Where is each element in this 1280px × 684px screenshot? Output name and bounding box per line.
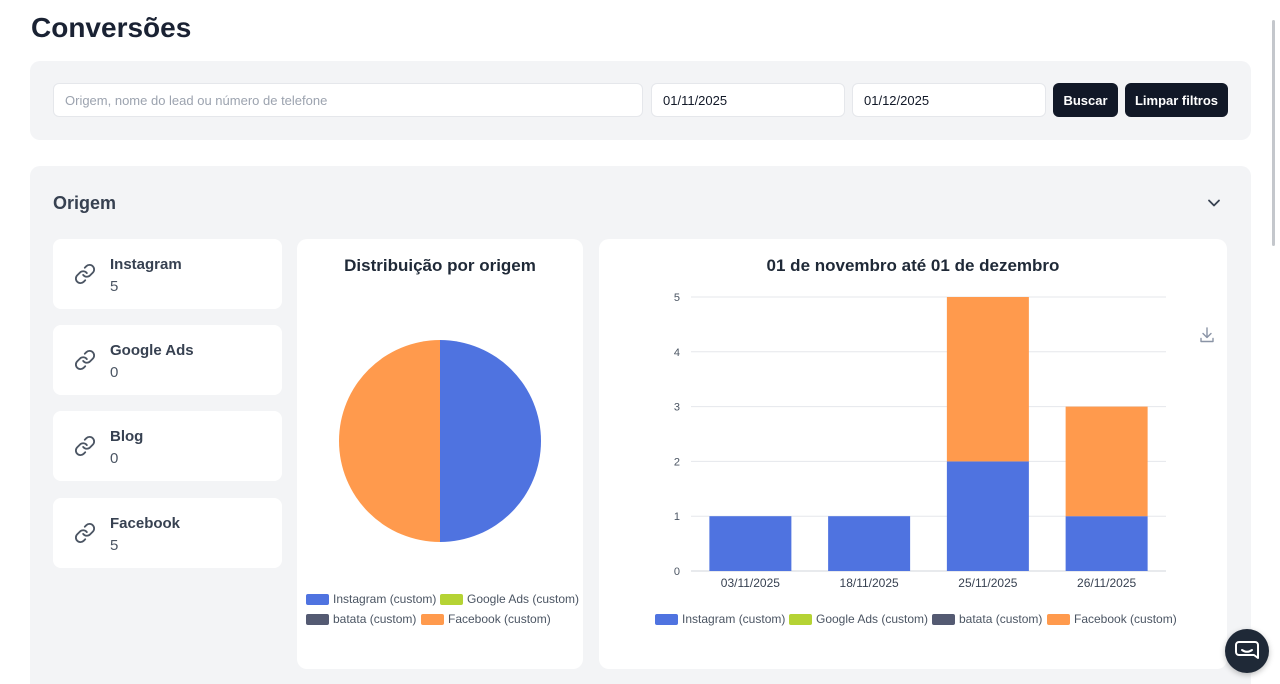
- origin-section: Origem Instagram 5 Google Ads 0 Blog 0 Faceboo…: [30, 166, 1251, 684]
- source-card-instagram[interactable]: Instagram 5: [53, 239, 282, 309]
- link-icon: [74, 263, 96, 285]
- legend-label: batata (custom): [959, 612, 1043, 626]
- bar-facebook-custom-26-11-2025[interactable]: [1065, 406, 1148, 517]
- bar-facebook-custom-25-11-2025[interactable]: [946, 297, 1029, 462]
- legend-swatch: [655, 614, 678, 625]
- y-tick-label: 0: [674, 566, 680, 578]
- source-name: Google Ads: [110, 342, 194, 359]
- y-tick-label: 2: [674, 456, 680, 468]
- bar-instagram-custom-03-11-2025[interactable]: [709, 516, 792, 571]
- source-name: Facebook: [110, 515, 181, 532]
- link-icon: [74, 349, 96, 371]
- chat-bubble-icon: [1235, 641, 1259, 659]
- source-count: 5: [110, 537, 119, 554]
- bar-instagram-custom-26-11-2025[interactable]: [1065, 516, 1148, 571]
- bar-instagram-custom-18-11-2025[interactable]: [828, 516, 911, 571]
- source-count: 0: [110, 450, 119, 467]
- legend-label: Instagram (custom): [682, 612, 786, 626]
- link-icon: [74, 522, 96, 544]
- page-scrollbar[interactable]: [1272, 20, 1275, 246]
- source-count: 5: [110, 278, 119, 295]
- section-title: Origem: [53, 193, 117, 213]
- y-tick-label: 5: [674, 292, 680, 304]
- x-tick-label: 26/11/2025: [1077, 576, 1136, 590]
- pie-chart-title: Distribuição por origem: [344, 256, 536, 275]
- y-tick-label: 4: [674, 347, 680, 359]
- x-tick-label: 18/11/2025: [840, 576, 899, 590]
- pie-slice-instagram-custom[interactable]: [440, 340, 541, 542]
- legend-label: Google Ads (custom): [467, 592, 580, 606]
- legend-swatch: [421, 614, 444, 625]
- pie-chart-panel: Distribuição por origem Instagram (custo…: [297, 239, 583, 669]
- legend-swatch: [1047, 614, 1070, 625]
- source-card-blog[interactable]: Blog 0: [53, 411, 282, 481]
- search-input[interactable]: [53, 83, 643, 117]
- chevron-down-icon[interactable]: [1204, 193, 1224, 213]
- source-name: Blog: [110, 428, 144, 445]
- bar-instagram-custom-25-11-2025[interactable]: [946, 461, 1029, 571]
- legend-swatch: [306, 614, 329, 625]
- page-title: Conversões: [31, 12, 192, 43]
- bar-chart-panel: 01 de novembro até 01 de dezembro 0 1 2 3 4 5…: [599, 239, 1227, 669]
- source-card-google-ads[interactable]: Google Ads 0: [53, 325, 282, 395]
- y-tick-label: 3: [674, 402, 680, 414]
- legend-swatch: [932, 614, 955, 625]
- chat-launcher-button[interactable]: [1225, 629, 1269, 673]
- legend-swatch: [440, 594, 463, 605]
- legend-label: Instagram (custom): [333, 592, 437, 606]
- start-date-input[interactable]: [651, 83, 845, 117]
- bar-chart: 0 1 2 3 4 5 03/11/2025 18/11/2025 25/11/2025 26/1…: [674, 292, 1166, 590]
- search-button[interactable]: Buscar: [1053, 83, 1118, 117]
- y-tick-label: 1: [674, 511, 680, 523]
- link-icon: [74, 435, 96, 457]
- pie-slice-facebook-custom[interactable]: [339, 340, 440, 542]
- source-card-facebook[interactable]: Facebook 5: [53, 498, 282, 568]
- clear-filters-button[interactable]: Limpar filtros: [1125, 83, 1228, 117]
- legend-swatch: [789, 614, 812, 625]
- end-date-input[interactable]: [852, 83, 1046, 117]
- legend-label: Facebook (custom): [448, 612, 551, 626]
- bar-chart-title: 01 de novembro até 01 de dezembro: [766, 256, 1060, 275]
- download-icon[interactable]: [1199, 326, 1215, 344]
- pie-chart: [339, 340, 541, 542]
- legend-swatch: [306, 594, 329, 605]
- source-name: Instagram: [110, 256, 182, 273]
- source-count: 0: [110, 364, 119, 381]
- legend-label: Facebook (custom): [1074, 612, 1177, 626]
- legend-label: batata (custom): [333, 612, 417, 626]
- x-tick-label: 03/11/2025: [721, 576, 780, 590]
- legend-label: Google Ads (custom): [816, 612, 929, 626]
- filter-bar: Buscar Limpar filtros: [30, 61, 1251, 140]
- x-tick-label: 25/11/2025: [958, 576, 1017, 590]
